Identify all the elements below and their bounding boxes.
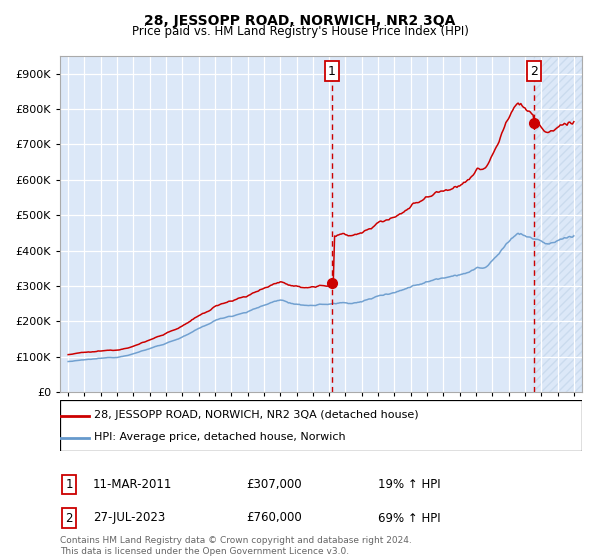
Text: 1: 1 [328,64,336,78]
Text: 28, JESSOPP ROAD, NORWICH, NR2 3QA (detached house): 28, JESSOPP ROAD, NORWICH, NR2 3QA (deta… [94,409,419,419]
Text: 28, JESSOPP ROAD, NORWICH, NR2 3QA: 28, JESSOPP ROAD, NORWICH, NR2 3QA [145,14,455,28]
Text: 1: 1 [65,478,73,491]
Text: 27-JUL-2023: 27-JUL-2023 [93,511,165,525]
Text: £760,000: £760,000 [246,511,302,525]
Text: HPI: Average price, detached house, Norwich: HPI: Average price, detached house, Norw… [94,432,346,442]
Text: 2: 2 [530,64,538,78]
Bar [332,56,534,392]
FancyBboxPatch shape [60,400,582,451]
Text: 19% ↑ HPI: 19% ↑ HPI [378,478,440,491]
Bar [534,56,582,392]
Text: £307,000: £307,000 [246,478,302,491]
Text: 11-MAR-2011: 11-MAR-2011 [93,478,172,491]
Text: 2: 2 [65,511,73,525]
Text: Contains HM Land Registry data © Crown copyright and database right 2024.
This d: Contains HM Land Registry data © Crown c… [60,536,412,556]
Text: Price paid vs. HM Land Registry's House Price Index (HPI): Price paid vs. HM Land Registry's House … [131,25,469,38]
Text: 69% ↑ HPI: 69% ↑ HPI [378,511,440,525]
